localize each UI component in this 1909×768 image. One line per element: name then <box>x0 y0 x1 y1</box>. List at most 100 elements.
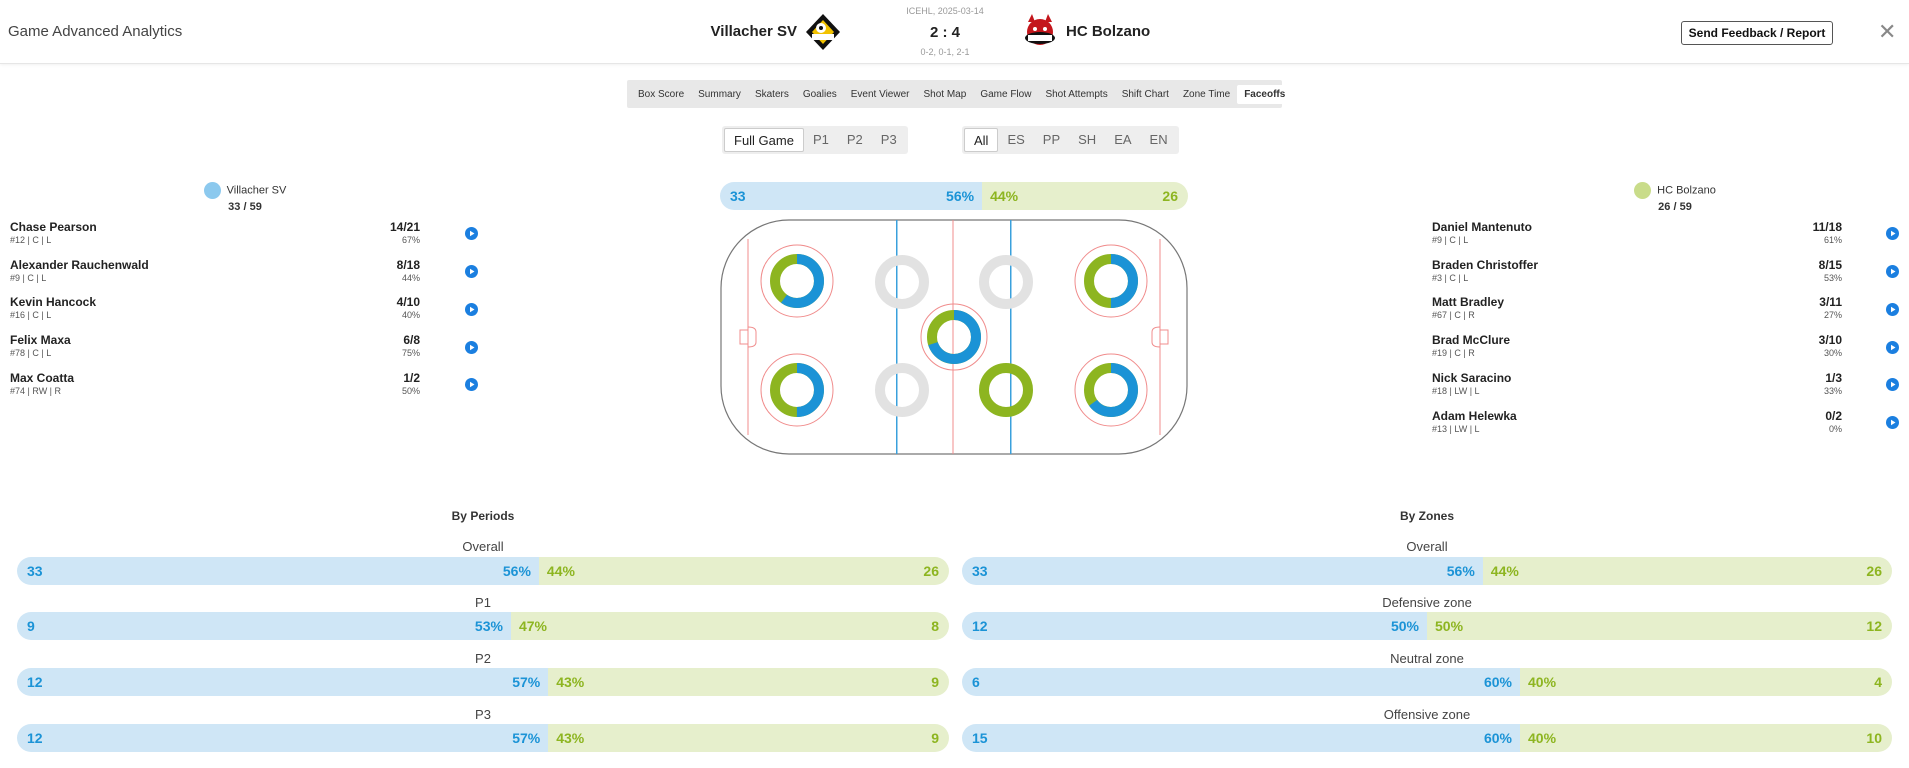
tab-goalies[interactable]: Goalies <box>802 88 837 100</box>
play-video-icon[interactable] <box>465 265 478 278</box>
period-p2[interactable]: P2 <box>846 132 863 147</box>
away-faceoff-record: 26 / 59 <box>1658 201 1692 213</box>
home-wins: 15 <box>972 730 988 746</box>
player-name: Chase Pearson <box>10 220 97 234</box>
home-share-segment: 15 60% <box>962 724 1520 752</box>
player-info: #9 | C | L <box>10 273 47 283</box>
bar-label: Offensive zone <box>1383 707 1471 722</box>
tab-zone-time[interactable]: Zone Time <box>1182 88 1231 100</box>
bar-label: P1 <box>475 595 491 610</box>
home-pct: 60% <box>1483 730 1512 746</box>
away-share-segment: 44% 26 <box>982 182 1188 210</box>
away-share-segment: 40% 4 <box>1520 668 1892 696</box>
away-net <box>1159 329 1169 345</box>
home-pct: 53% <box>474 618 503 634</box>
faceoff-dot-neutral-home-bottom <box>875 363 929 417</box>
player-name: Kevin Hancock <box>10 295 97 309</box>
by-zones-title: By Zones <box>1399 509 1454 523</box>
strength-all[interactable]: All <box>964 128 999 152</box>
player-info: #18 | LW | L <box>1432 386 1480 396</box>
player-faceoff-pct: 33% <box>1823 386 1842 396</box>
play-video-icon[interactable] <box>1886 227 1899 240</box>
home-player-row: Max Coatta #74 | RW | R 1/2 50% <box>10 371 420 401</box>
period-p3[interactable]: P3 <box>880 132 897 147</box>
center-circle <box>920 303 988 371</box>
home-share-segment: 33 56% <box>720 182 983 210</box>
home-team-label: Villacher SV <box>226 184 287 197</box>
faceoff-circle <box>760 353 834 427</box>
home-share-segment: 33 56% <box>962 557 1483 585</box>
player-info: #74 | RW | R <box>10 386 62 396</box>
home-ring <box>770 363 824 417</box>
play-video-icon[interactable] <box>1886 303 1899 316</box>
tab-event-viewer[interactable]: Event Viewer <box>850 88 910 100</box>
home-pct: 56% <box>1446 563 1475 579</box>
away-player-row: Matt Bradley #67 | C | R 3/11 27% <box>1432 295 1842 325</box>
tab-shot-attempts[interactable]: Shot Attempts <box>1045 88 1108 100</box>
tab-shot-map[interactable]: Shot Map <box>923 88 967 100</box>
away-pct: 44% <box>546 563 575 579</box>
strength-pp[interactable]: PP <box>1042 132 1061 147</box>
home-share-segment: 12 50% <box>962 612 1427 640</box>
player-faceoff-pct: 27% <box>1823 310 1842 320</box>
tab-faceoffs[interactable]: Faceoffs <box>1237 84 1293 104</box>
home-player-row: Felix Maxa #78 | C | L 6/8 75% <box>10 333 420 363</box>
away-team-name: HC Bolzano <box>1066 23 1151 40</box>
home-player-row: Kevin Hancock #16 | C | L 4/10 40% <box>10 295 420 325</box>
home-pct: 56% <box>502 563 531 579</box>
player-faceoff-ratio: 0/2 <box>1825 409 1842 423</box>
player-faceoff-pct: 61% <box>1823 235 1842 245</box>
home-color-dot <box>203 182 221 199</box>
player-name: Daniel Mantenuto <box>1432 220 1533 234</box>
tab-box-score[interactable]: Box Score <box>638 88 685 100</box>
play-video-icon[interactable] <box>1886 265 1899 278</box>
home-wins: 6 <box>972 674 980 690</box>
play-video-icon[interactable] <box>1886 378 1899 391</box>
bar-label: Neutral zone <box>1390 651 1464 666</box>
period-scores: 0-2, 0-1, 2-1 <box>920 47 970 57</box>
player-faceoff-pct: 50% <box>401 386 420 396</box>
play-video-icon[interactable] <box>465 378 478 391</box>
strength-es[interactable]: ES <box>1007 132 1025 147</box>
period-full-game[interactable]: Full Game <box>724 128 804 152</box>
home-wins: 12 <box>27 730 43 746</box>
bar-label: Overall <box>462 539 504 554</box>
away-faceoff-wins: 26 <box>1162 188 1178 204</box>
player-info: #12 | C | L <box>10 235 52 245</box>
strength-sh[interactable]: SH <box>1078 132 1097 147</box>
strength-ea[interactable]: EA <box>1114 132 1132 147</box>
play-video-icon[interactable] <box>465 227 478 240</box>
player-info: #13 | LW | L <box>1432 424 1480 434</box>
period-p1[interactable]: P1 <box>812 132 829 147</box>
faceoff-dot-home-end-bottom <box>770 363 824 417</box>
overall-faceoff-bar: 33 56% 44% 26 <box>720 182 1188 210</box>
player-faceoff-pct: 30% <box>1823 348 1842 358</box>
player-name: Braden Christoffer <box>1432 258 1539 272</box>
play-video-icon[interactable] <box>465 341 478 354</box>
away-wins: 26 <box>923 563 939 579</box>
tab-shift-chart[interactable]: Shift Chart <box>1121 88 1169 100</box>
rink-faceoff-map <box>720 219 1188 455</box>
close-icon[interactable]: ✕ <box>1878 19 1897 44</box>
tab-skaters[interactable]: Skaters <box>754 88 789 100</box>
send-feedback-button[interactable]: Send Feedback / Report <box>1681 21 1833 45</box>
home-share-segment: 9 53% <box>17 612 511 640</box>
away-share-segment: 43% 9 <box>548 724 949 752</box>
play-video-icon[interactable] <box>1886 341 1899 354</box>
period-bar-overall: 33 56% 44% 26 <box>17 557 949 585</box>
tab-summary[interactable]: Summary <box>698 88 741 100</box>
away-team-label: HC Bolzano <box>1657 184 1716 197</box>
player-faceoff-ratio: 4/10 <box>396 295 420 309</box>
player-info: #3 | C | L <box>1432 273 1469 283</box>
home-wins: 33 <box>27 563 43 579</box>
play-video-icon[interactable] <box>1886 416 1899 429</box>
away-wins: 9 <box>931 730 939 746</box>
strength-en[interactable]: EN <box>1149 132 1168 147</box>
away-pct: 47% <box>518 618 547 634</box>
home-pct: 57% <box>512 674 541 690</box>
play-video-icon[interactable] <box>465 303 478 316</box>
home-pct: 60% <box>1483 674 1512 690</box>
player-name: Adam Helewka <box>1432 409 1517 423</box>
away-player-row: Daniel Mantenuto #9 | C | L 11/18 61% <box>1432 220 1842 250</box>
tab-game-flow[interactable]: Game Flow <box>980 88 1032 100</box>
